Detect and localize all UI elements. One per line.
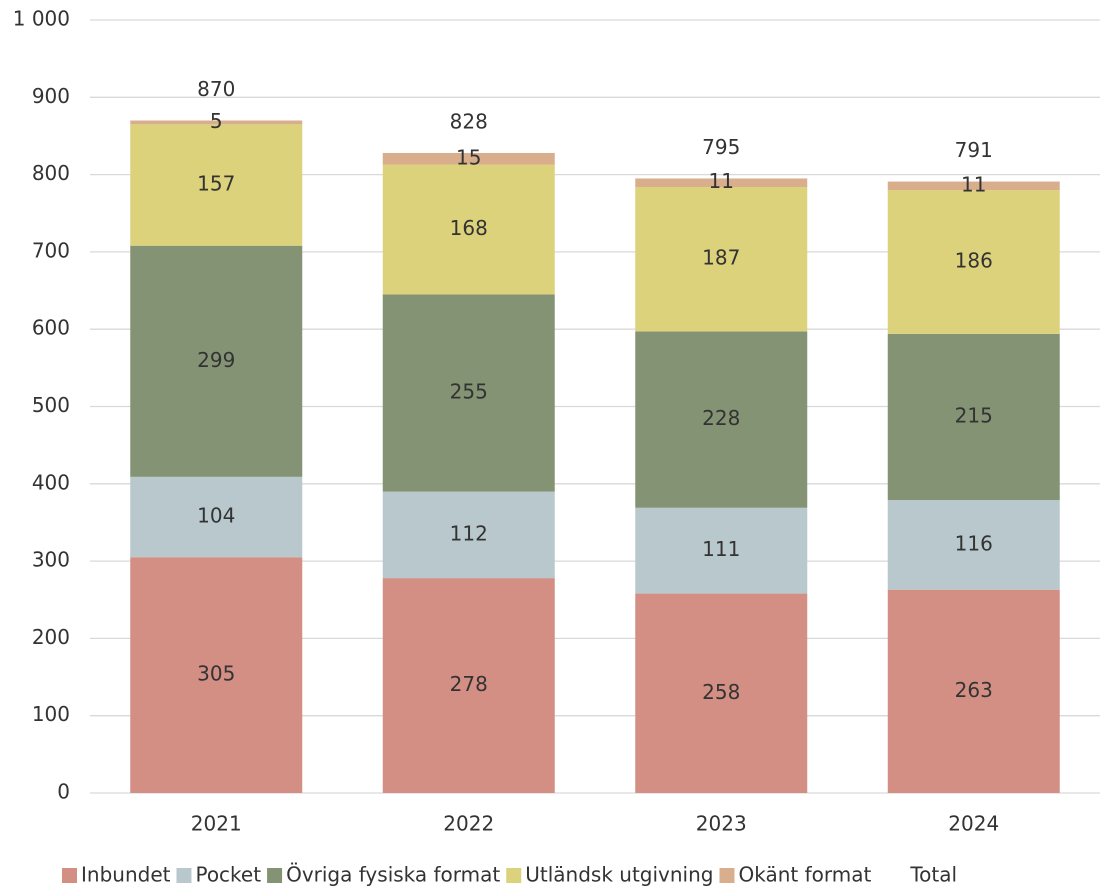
data-label: 11 bbox=[961, 172, 986, 196]
y-tick-label: 900 bbox=[32, 84, 70, 108]
bar-segment bbox=[130, 124, 303, 246]
y-tick-label: 700 bbox=[32, 238, 70, 262]
y-tick-label: 500 bbox=[32, 393, 70, 417]
bar-segment bbox=[130, 476, 303, 558]
data-label: 255 bbox=[450, 379, 488, 403]
legend-label: Okänt format bbox=[738, 863, 871, 887]
legend-swatch bbox=[506, 868, 522, 883]
bar-segment bbox=[887, 333, 1060, 501]
data-label: 228 bbox=[702, 406, 740, 430]
total-label: 870 bbox=[197, 77, 235, 101]
bar-segment bbox=[130, 120, 303, 125]
data-label: 187 bbox=[702, 246, 740, 270]
bar-segment bbox=[130, 245, 303, 477]
legend-swatch bbox=[267, 868, 283, 883]
y-tick-label: 0 bbox=[57, 780, 70, 804]
total-label: 795 bbox=[702, 135, 740, 159]
legend-swatch bbox=[176, 868, 192, 883]
legend-label: Inbundet bbox=[81, 863, 171, 887]
x-tick-label: 2023 bbox=[696, 812, 747, 836]
total-label: 828 bbox=[450, 109, 488, 133]
data-label: 168 bbox=[450, 216, 488, 240]
data-label: 111 bbox=[702, 537, 740, 561]
data-label: 186 bbox=[955, 248, 993, 272]
bar-segment bbox=[635, 507, 808, 594]
legend-swatch bbox=[62, 868, 77, 883]
data-label: 157 bbox=[197, 172, 235, 196]
x-tick-label: 2022 bbox=[443, 812, 494, 836]
y-tick-label: 600 bbox=[32, 316, 70, 340]
bar-segment bbox=[382, 578, 555, 793]
bar-segment bbox=[887, 181, 1060, 191]
legend-label: Pocket bbox=[195, 863, 261, 887]
y-tick-label: 300 bbox=[32, 548, 70, 572]
y-tick-label: 200 bbox=[32, 625, 70, 649]
bar-segment bbox=[635, 178, 808, 187]
bar-segment bbox=[382, 491, 555, 579]
data-label: 116 bbox=[955, 531, 993, 555]
data-label: 5 bbox=[210, 109, 223, 133]
y-tick-label: 1 000 bbox=[13, 7, 70, 31]
bar-segment bbox=[887, 589, 1060, 793]
y-tick-label: 100 bbox=[32, 702, 70, 726]
bar-segment bbox=[635, 593, 808, 793]
data-label: 15 bbox=[456, 145, 481, 169]
data-label: 263 bbox=[955, 678, 993, 702]
total-label: 791 bbox=[955, 138, 993, 162]
bar-segment bbox=[635, 331, 808, 508]
data-label: 112 bbox=[450, 521, 488, 545]
x-tick-label: 2024 bbox=[948, 812, 999, 836]
data-label: 11 bbox=[709, 169, 734, 193]
bar-segment bbox=[887, 190, 1060, 334]
legend-label: Övriga fysiska format bbox=[286, 863, 500, 887]
data-label: 258 bbox=[702, 680, 740, 704]
x-tick-label: 2021 bbox=[191, 812, 242, 836]
legend-label: Utländsk utgivning bbox=[525, 863, 713, 887]
data-label: 104 bbox=[197, 504, 235, 528]
data-label: 215 bbox=[955, 403, 993, 427]
bar-segment bbox=[887, 500, 1060, 590]
data-label: 299 bbox=[197, 348, 235, 372]
legend-label: Total bbox=[909, 863, 957, 887]
y-tick-label: 800 bbox=[32, 161, 70, 185]
data-label: 305 bbox=[197, 662, 235, 686]
y-tick-label: 400 bbox=[32, 470, 70, 494]
bar-segment bbox=[635, 186, 808, 332]
bar-segment bbox=[382, 294, 555, 492]
bar-segment bbox=[382, 164, 555, 295]
data-label: 278 bbox=[450, 672, 488, 696]
bar-segment bbox=[382, 152, 555, 165]
legend-swatch bbox=[719, 868, 735, 883]
bar-segment bbox=[130, 557, 303, 793]
